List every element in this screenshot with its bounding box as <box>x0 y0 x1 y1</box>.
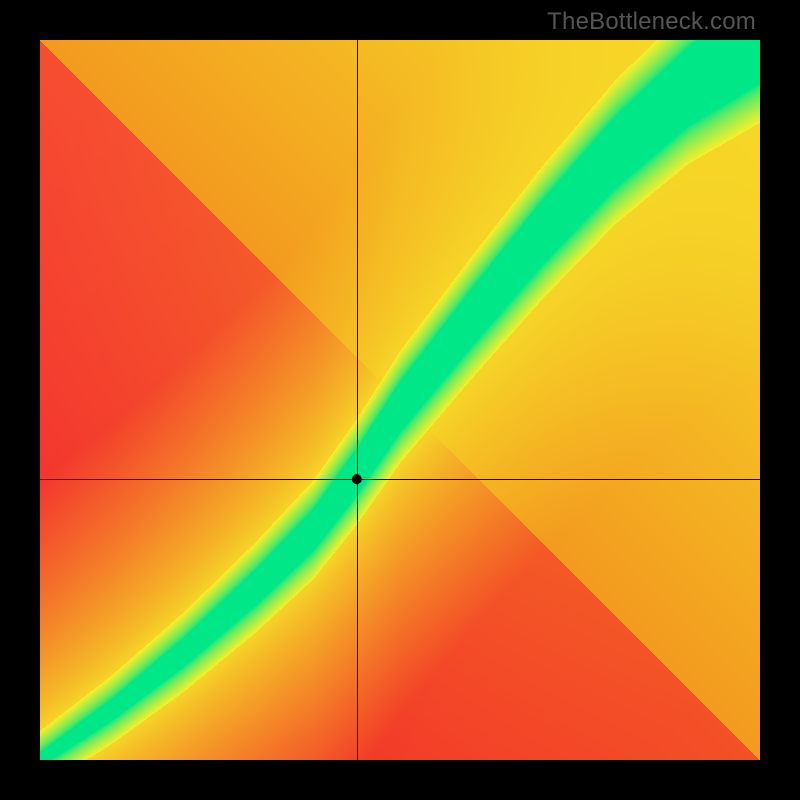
chart-container: TheBottleneck.com <box>0 0 800 800</box>
heatmap-canvas <box>0 0 800 800</box>
watermark-label: TheBottleneck.com <box>547 8 756 36</box>
